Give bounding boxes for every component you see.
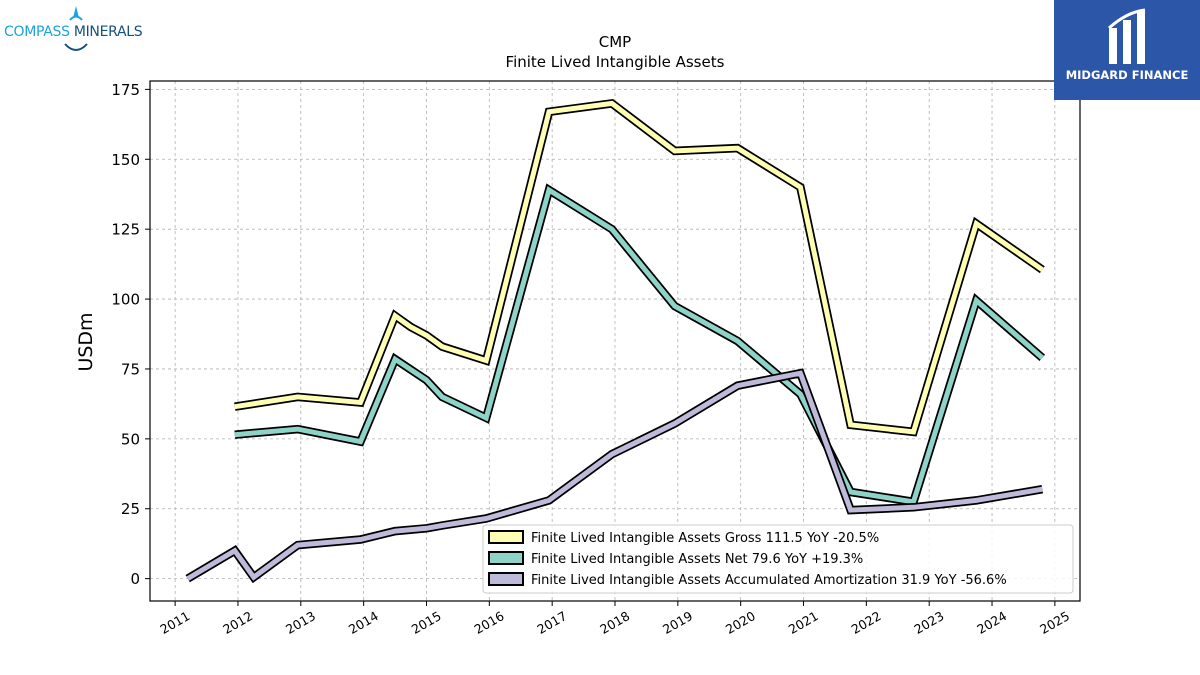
y-axis-label: USDm	[75, 312, 97, 371]
grid	[150, 81, 1080, 601]
compass-star-icon	[64, 6, 88, 51]
x-tick-label-2021: 2021	[786, 608, 821, 637]
y-tick-label-0: 0	[130, 570, 140, 588]
legend-box	[482, 524, 1074, 594]
legend-label-gross: Finite Lived Intangible Assets Gross 111…	[531, 531, 879, 546]
legend: Finite Lived Intangible Assets Gross 111…	[482, 524, 1074, 594]
chart-subtitle: Finite Lived Intangible Assets	[506, 53, 725, 71]
x-tick-label-2016: 2016	[472, 608, 507, 637]
series-lines	[185, 98, 1046, 584]
compass-minerals-logo: COMPASS MINERALS	[4, 6, 154, 54]
y-tick-label-25: 25	[121, 500, 140, 518]
x-tick-label-2023: 2023	[911, 608, 946, 637]
y-tick-label-50: 50	[121, 430, 140, 448]
y-tick-label-100: 100	[111, 291, 140, 309]
x-tick-label-2015: 2015	[409, 608, 444, 637]
logo-right-text: MIDGARD FINANCE	[1065, 68, 1189, 82]
legend-label-net: Finite Lived Intangible Assets Net 79.6 …	[531, 552, 863, 567]
x-tick-label-2011: 2011	[157, 608, 192, 637]
x-tick-label-2012: 2012	[220, 608, 255, 637]
chart-title: CMP	[599, 33, 631, 51]
x-tick-label-2014: 2014	[346, 608, 381, 637]
series-line-net	[234, 186, 1044, 505]
x-tick-label-2013: 2013	[283, 608, 318, 637]
x-tick-label-2020: 2020	[723, 608, 758, 637]
y-tick-label-125: 125	[111, 221, 140, 239]
series-line-gross	[234, 100, 1044, 435]
legend-swatch-gross	[488, 530, 524, 544]
legend-label-amort: Finite Lived Intangible Assets Accumulat…	[531, 573, 1007, 588]
midgard-finance-logo: MIDGARD FINANCE	[1054, 0, 1200, 100]
y-tick-label-175: 175	[111, 81, 140, 99]
x-tick-label-2018: 2018	[597, 608, 632, 637]
legend-swatch-net	[488, 551, 524, 565]
logo-left-part2: MINERALS	[73, 24, 143, 40]
x-tick-label-2019: 2019	[660, 608, 695, 637]
x-tick-label-2022: 2022	[849, 608, 884, 637]
x-tick-label-2017: 2017	[534, 608, 569, 637]
series-line-amort	[186, 370, 1043, 581]
x-tick-label-2025: 2025	[1037, 608, 1072, 637]
midgard-mark-icon	[1108, 8, 1146, 64]
y-tick-label-150: 150	[111, 151, 140, 169]
series-outline-net	[234, 183, 1046, 507]
x-tick-label-2024: 2024	[974, 608, 1009, 637]
logo-left-part1: COMPASS	[4, 24, 70, 40]
legend-swatch-amort	[488, 572, 524, 586]
y-tick-label-75: 75	[121, 360, 140, 378]
